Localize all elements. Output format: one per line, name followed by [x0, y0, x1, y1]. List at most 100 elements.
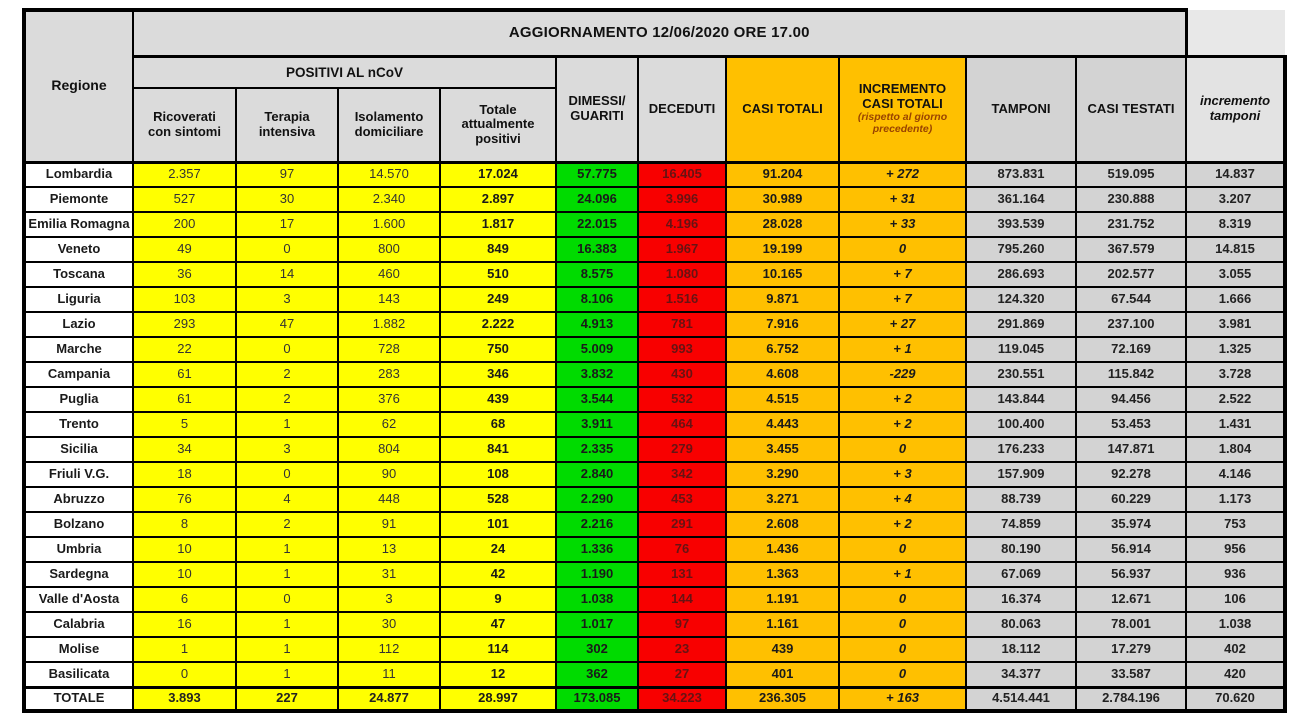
cell-incremento-casi: + 7 — [838, 261, 967, 288]
cell-incremento-tamponi: 1.325 — [1185, 336, 1287, 363]
cell-isolamento: 283 — [337, 361, 441, 388]
cell-isolamento: 14.570 — [337, 161, 441, 188]
cell-dimessi-guariti: 1.038 — [555, 586, 639, 613]
cell-casi-totali: 4.443 — [725, 411, 840, 438]
cell-terapia-intensiva: 1 — [235, 536, 339, 563]
cell-incremento-tamponi: 1.173 — [1185, 486, 1287, 513]
cell-incremento-casi: 0 — [838, 236, 967, 263]
cell-isolamento: 11 — [337, 661, 441, 688]
cell-totale-positivi: 9 — [439, 586, 557, 613]
table-row: Sardegna 10 1 31 42 1.190 131 1.363 + 1 … — [22, 561, 1287, 588]
cell-terapia-intensiva: 3 — [235, 286, 339, 313]
cell-ricoverati: 527 — [132, 186, 237, 213]
cell-casi-testati: 94.456 — [1075, 386, 1187, 413]
cell-terapia-intensiva: 1 — [235, 611, 339, 638]
cell-dimessi-guariti: 3.544 — [555, 386, 639, 413]
cell-casi-totali: 4.515 — [725, 386, 840, 413]
cell-incremento-tamponi: 753 — [1185, 511, 1287, 538]
cell-region-name: Basilicata — [22, 661, 134, 688]
cell-incremento-tamponi: 1.431 — [1185, 411, 1287, 438]
cell-casi-testati: 33.587 — [1075, 661, 1187, 688]
cell-region-name: Campania — [22, 361, 134, 388]
cell-ricoverati: 10 — [132, 536, 237, 563]
cell-ricoverati: 10 — [132, 561, 237, 588]
cell-casi-totali: 1.191 — [725, 586, 840, 613]
cell-incremento-tamponi: 106 — [1185, 586, 1287, 613]
cell-deceduti: 1.080 — [637, 261, 727, 288]
cell-tamponi: 230.551 — [965, 361, 1077, 388]
cell-incremento-tamponi: 420 — [1185, 661, 1287, 688]
cell-totale-positivi: 346 — [439, 361, 557, 388]
cell-incremento-casi: + 2 — [838, 511, 967, 538]
cell-incremento-casi: 0 — [838, 636, 967, 663]
cell-casi-testati: 367.579 — [1075, 236, 1187, 263]
cell-incremento-tamponi: 3.728 — [1185, 361, 1287, 388]
cell-incremento-casi: + 4 — [838, 486, 967, 513]
cell-casi-testati: 60.229 — [1075, 486, 1187, 513]
table-row: Bolzano 8 2 91 101 2.216 291 2.608 + 2 7… — [22, 511, 1287, 538]
cell-region-name: Abruzzo — [22, 486, 134, 513]
cell-incremento-casi: + 1 — [838, 336, 967, 363]
cell-region-name: Friuli V.G. — [22, 461, 134, 488]
cell-deceduti: 464 — [637, 411, 727, 438]
cell-tamponi: 18.112 — [965, 636, 1077, 663]
cell-incremento-tamponi: 936 — [1185, 561, 1287, 588]
cell-dimessi-guariti: 4.913 — [555, 311, 639, 338]
cell-ricoverati: 16 — [132, 611, 237, 638]
cell-totale-positivi: 42 — [439, 561, 557, 588]
cell-totale-positivi: 47 — [439, 611, 557, 638]
cell-totale-positivi: 68 — [439, 411, 557, 438]
cell-ricoverati: 200 — [132, 211, 237, 238]
cell-totale-positivi: 28.997 — [439, 685, 557, 713]
cell-terapia-intensiva: 0 — [235, 586, 339, 613]
cell-casi-totali: 236.305 — [725, 685, 840, 713]
cell-isolamento: 143 — [337, 286, 441, 313]
cell-deceduti: 342 — [637, 461, 727, 488]
cell-region-name: Bolzano — [22, 511, 134, 538]
table-row: Marche 22 0 728 750 5.009 993 6.752 + 1 … — [22, 336, 1287, 363]
cell-incremento-tamponi: 3.055 — [1185, 261, 1287, 288]
cell-region-name: Emilia Romagna — [22, 211, 134, 238]
cell-dimessi-guariti: 302 — [555, 636, 639, 663]
column-header-tamponi: TAMPONI — [965, 55, 1077, 164]
cell-casi-testati: 147.871 — [1075, 436, 1187, 463]
cell-isolamento: 13 — [337, 536, 441, 563]
cell-ricoverati: 76 — [132, 486, 237, 513]
incremento-casi-note: (rispetto al giorno precedente) — [857, 111, 948, 136]
cell-tamponi: 176.233 — [965, 436, 1077, 463]
cell-casi-totali: 3.271 — [725, 486, 840, 513]
cell-isolamento: 448 — [337, 486, 441, 513]
cell-terapia-intensiva: 4 — [235, 486, 339, 513]
cell-dimessi-guariti: 2.290 — [555, 486, 639, 513]
cell-totale-positivi: 2.222 — [439, 311, 557, 338]
cell-terapia-intensiva: 2 — [235, 386, 339, 413]
cell-incremento-tamponi: 3.207 — [1185, 186, 1287, 213]
cell-incremento-tamponi: 2.522 — [1185, 386, 1287, 413]
column-header-ricoverati: Ricoverati con sintomi — [132, 87, 237, 164]
table-row: Emilia Romagna 200 17 1.600 1.817 22.015… — [22, 211, 1287, 238]
cell-dimessi-guariti: 2.335 — [555, 436, 639, 463]
cell-totale-positivi: 249 — [439, 286, 557, 313]
cell-totale-positivi: 24 — [439, 536, 557, 563]
cell-incremento-tamponi: 402 — [1185, 636, 1287, 663]
cell-isolamento: 2.340 — [337, 186, 441, 213]
table-row: Molise 1 1 112 114 302 23 439 0 18.112 1… — [22, 636, 1287, 663]
cell-tamponi: 393.539 — [965, 211, 1077, 238]
cell-casi-totali: 10.165 — [725, 261, 840, 288]
cell-tamponi: 361.164 — [965, 186, 1077, 213]
cell-incremento-tamponi: 3.981 — [1185, 311, 1287, 338]
table-row: Piemonte 527 30 2.340 2.897 24.096 3.996… — [22, 186, 1287, 213]
cell-casi-testati: 519.095 — [1075, 161, 1187, 188]
cell-tamponi: 67.069 — [965, 561, 1077, 588]
cell-isolamento: 1.882 — [337, 311, 441, 338]
cell-terapia-intensiva: 47 — [235, 311, 339, 338]
cell-casi-totali: 6.752 — [725, 336, 840, 363]
cell-casi-testati: 202.577 — [1075, 261, 1187, 288]
cell-casi-totali: 28.028 — [725, 211, 840, 238]
cell-incremento-casi: + 33 — [838, 211, 967, 238]
cell-ricoverati: 5 — [132, 411, 237, 438]
cell-deceduti: 34.223 — [637, 685, 727, 713]
cell-dimessi-guariti: 8.106 — [555, 286, 639, 313]
cell-deceduti: 27 — [637, 661, 727, 688]
cell-ricoverati: 22 — [132, 336, 237, 363]
